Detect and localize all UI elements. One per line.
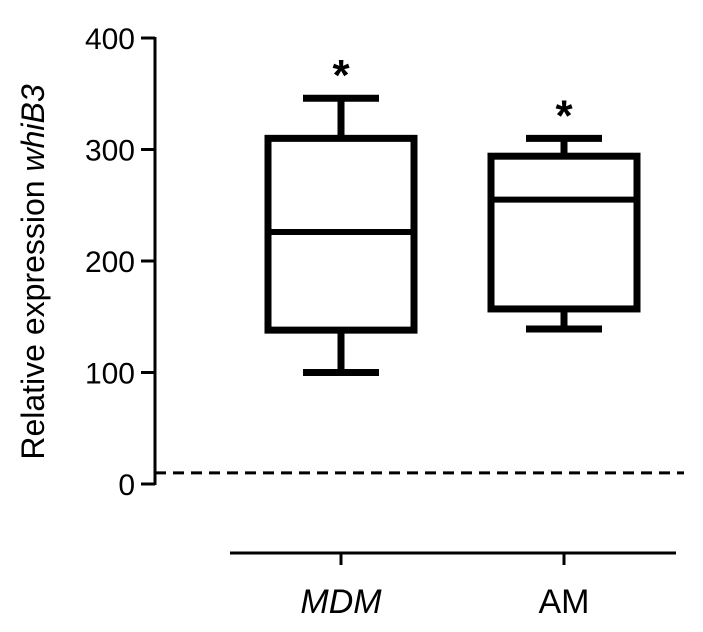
x-category-label: AM [539, 583, 590, 621]
significance-marker: * [332, 51, 350, 100]
y-tick-label: 300 [85, 135, 135, 168]
y-tick-label: 100 [85, 358, 135, 391]
y-tick-label: 0 [118, 469, 135, 502]
plot-area: 0 100 200 300 400 * MDM * AM [85, 23, 684, 621]
y-axis-title-gene: whiB3 [15, 84, 51, 171]
y-axis-title: Relative expression whiB3 [15, 84, 51, 460]
iqr-box [487, 152, 641, 313]
y-axis-title-prefix: Relative expression [15, 172, 51, 460]
significance-marker: * [555, 91, 573, 140]
y-tick-label: 200 [85, 246, 135, 279]
x-category-label: MDM [300, 583, 382, 621]
y-tick-label: 400 [85, 23, 135, 56]
